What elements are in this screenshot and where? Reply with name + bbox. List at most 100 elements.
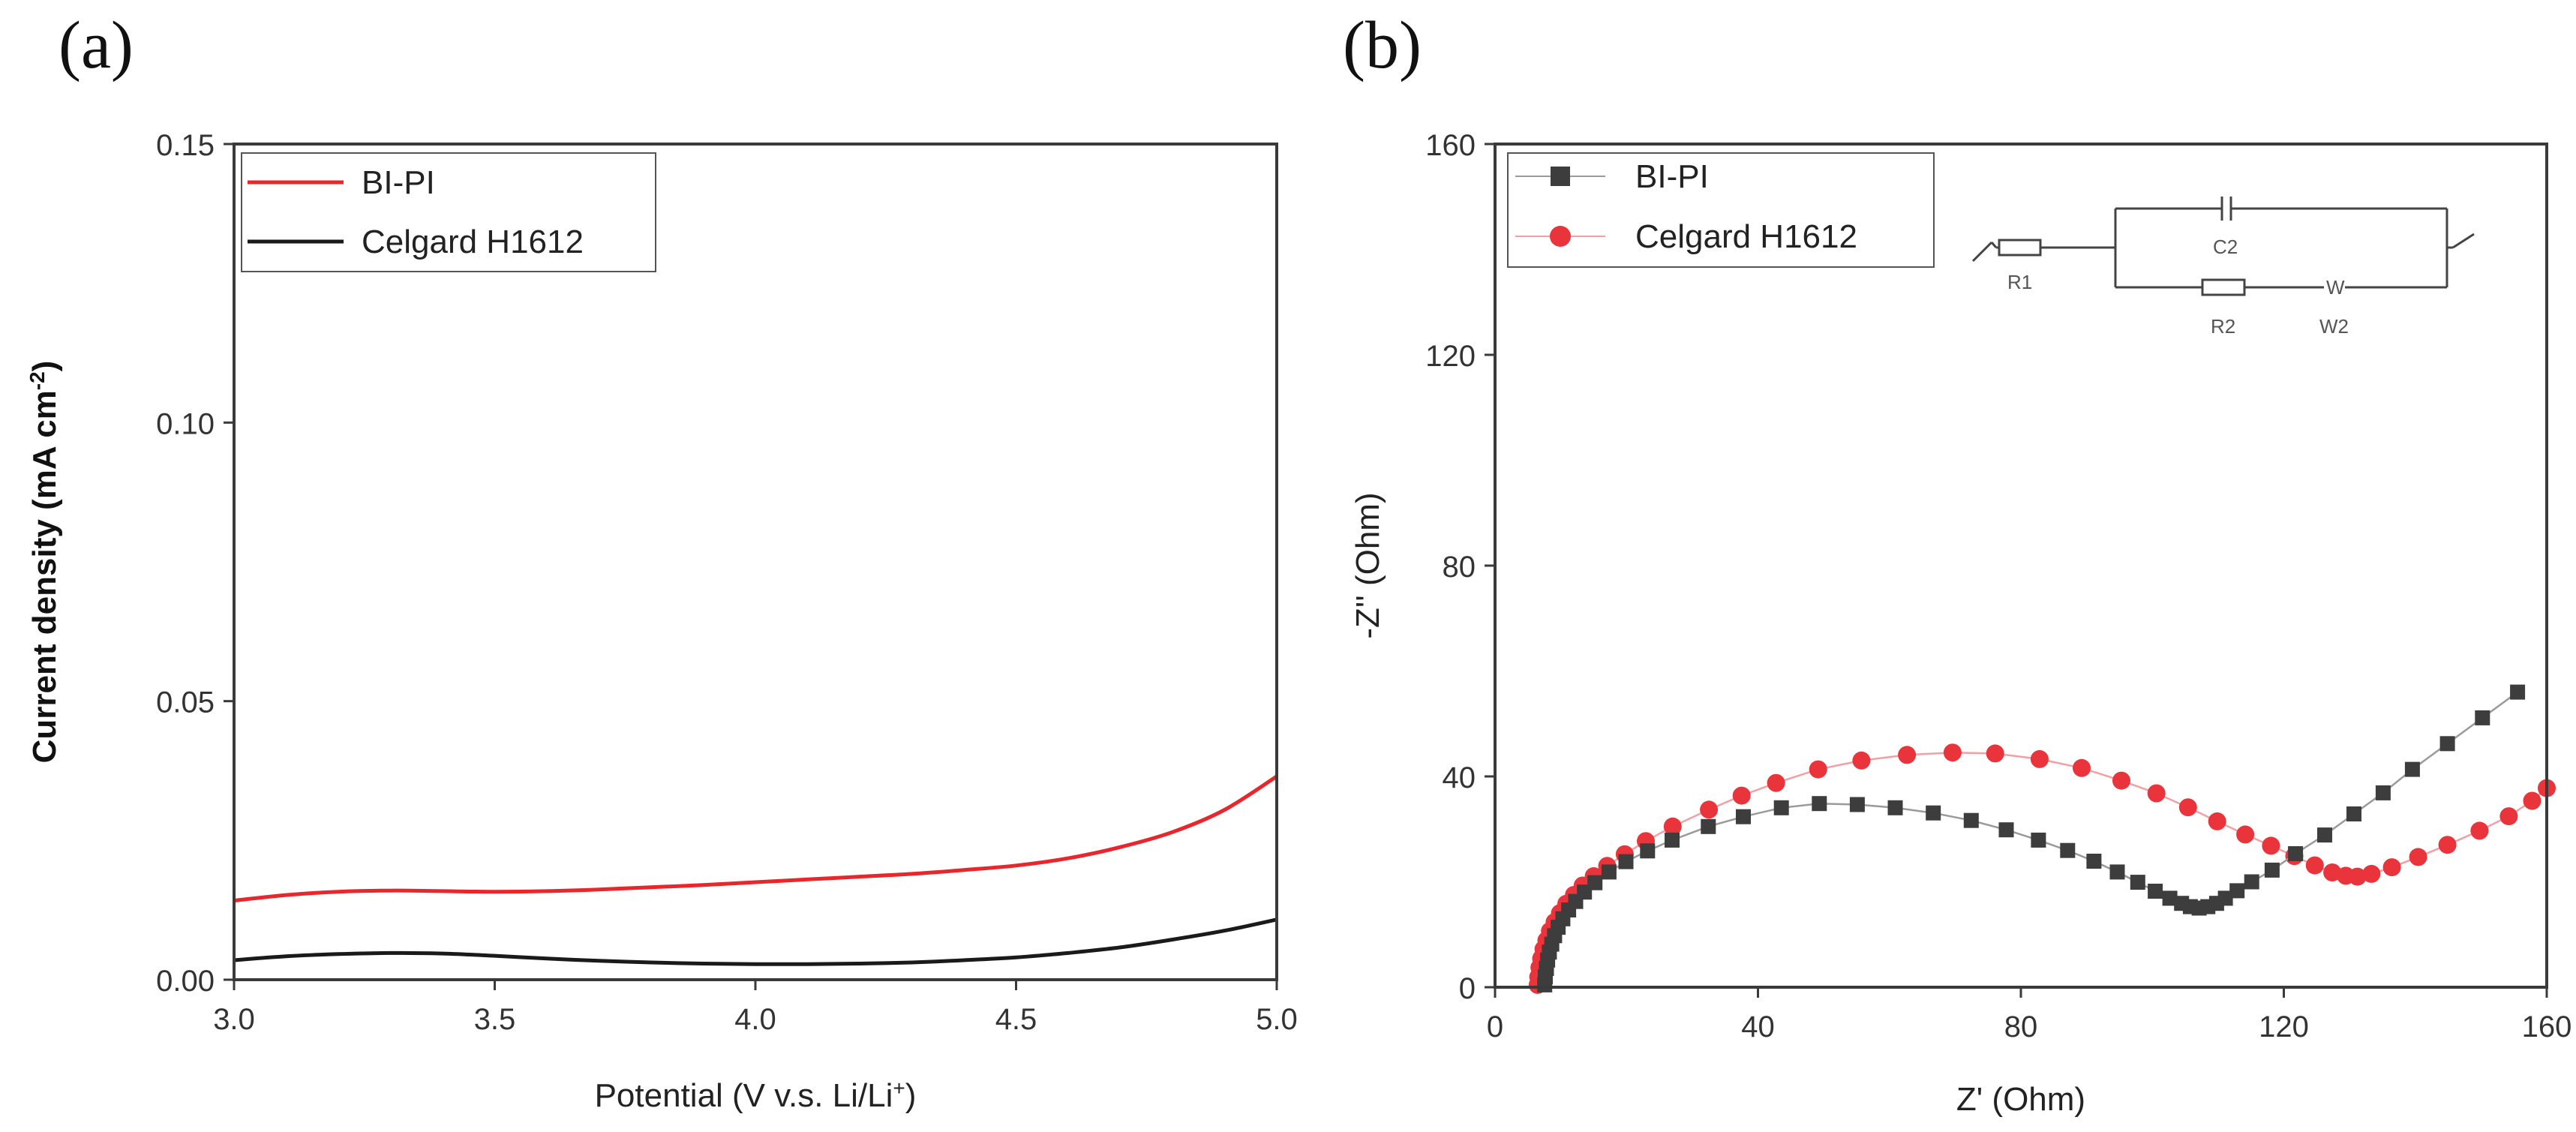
panel-b-legend-box bbox=[1507, 152, 1935, 268]
data-point-celgard-h1612 bbox=[1700, 800, 1719, 819]
resistor-r1-symbol bbox=[1998, 239, 2042, 257]
circuit-lead-right bbox=[2452, 233, 2475, 249]
panel-a-x-tick-label: 4.5 bbox=[995, 1003, 1037, 1036]
data-point-bi-pi bbox=[2031, 832, 2046, 848]
panel-a-x-tick-label: 3.0 bbox=[213, 1003, 255, 1036]
data-point-celgard-h1612 bbox=[2523, 791, 2541, 810]
panel-b-x-tick-label: 40 bbox=[1741, 1010, 1775, 1043]
data-point-bi-pi bbox=[1736, 809, 1751, 824]
data-point-bi-pi bbox=[2346, 806, 2361, 821]
circuit-labels: R1 C2 R2 W W2 bbox=[2007, 236, 2349, 338]
panel-a-x-tick-label: 5.0 bbox=[1256, 1003, 1298, 1036]
legend-marker-square bbox=[1551, 167, 1570, 186]
panel-b-y-tick-label: 0 bbox=[1459, 972, 1476, 1005]
equivalent-circuit-diagram bbox=[1971, 197, 2475, 296]
data-point-bi-pi bbox=[2475, 710, 2490, 725]
data-point-celgard-h1612 bbox=[2236, 825, 2255, 844]
data-point-bi-pi bbox=[2148, 884, 2163, 899]
panel-a-x-axis-label: Potential (V v.s. Li/Li+) bbox=[595, 1076, 917, 1115]
circuit-lead-left bbox=[1971, 241, 1993, 263]
panel-b-x-tick-label: 120 bbox=[2259, 1010, 2309, 1043]
data-point-celgard-h1612 bbox=[2409, 848, 2427, 866]
panel-b-y-tick-label: 120 bbox=[1425, 340, 1476, 373]
panel-a-axis-ticks: 3.0 3.5 4.0 4.5 5.0 0.00 0.05 0.10 0.15 bbox=[156, 129, 1298, 1036]
panel-b-series bbox=[1528, 684, 2556, 994]
data-point-bi-pi bbox=[1963, 812, 1979, 828]
legend-label-bi-pi: BI-PI bbox=[1635, 158, 1709, 195]
data-point-bi-pi bbox=[2317, 827, 2332, 843]
resistor-r2-symbol bbox=[2201, 278, 2246, 296]
data-point-celgard-h1612 bbox=[1732, 786, 1751, 805]
panel-b-y-tick-label: 40 bbox=[1443, 761, 1476, 794]
data-point-celgard-h1612 bbox=[1986, 744, 2004, 763]
data-point-celgard-h1612 bbox=[2438, 836, 2457, 854]
data-point-bi-pi bbox=[2264, 862, 2280, 878]
data-point-bi-pi bbox=[2130, 875, 2145, 890]
panel-a-label: (a) bbox=[59, 8, 134, 83]
panel-a-y-tick-label: 0.10 bbox=[156, 407, 215, 440]
data-point-celgard-h1612 bbox=[2030, 749, 2049, 768]
circuit-label-w2: W2 bbox=[2319, 315, 2349, 338]
data-point-celgard-h1612 bbox=[1663, 817, 1682, 836]
panel-b-y-tick-label: 160 bbox=[1425, 129, 1476, 162]
panel-b-x-tick-label: 160 bbox=[2522, 1010, 2572, 1043]
data-point-bi-pi bbox=[2288, 846, 2304, 861]
data-point-bi-pi bbox=[2086, 854, 2102, 869]
panel-b-x-tick-label: 80 bbox=[2004, 1010, 2038, 1043]
panel-b-y-axis-label: -Z'' (Ohm) bbox=[1350, 492, 1386, 638]
data-point-bi-pi bbox=[1887, 800, 1903, 815]
series-line-celgard-h1612 bbox=[233, 917, 1277, 966]
panel-b-x-axis-label: Z' (Ohm) bbox=[1956, 1081, 2085, 1118]
panel-a-legend: BI-PI Celgard H1612 bbox=[241, 152, 656, 272]
legend-label-bi-pi: BI-PI bbox=[362, 164, 435, 201]
data-point-celgard-h1612 bbox=[2323, 863, 2342, 881]
data-point-celgard-h1612 bbox=[2262, 836, 2280, 855]
data-point-bi-pi bbox=[1998, 822, 2014, 838]
legend-marker-circle bbox=[1550, 226, 1571, 247]
circuit-label-w: W bbox=[2326, 276, 2345, 299]
circuit-label-r1: R1 bbox=[2007, 271, 2032, 293]
panel-a: (a) 3.0 3.5 4.0 4.5 5.0 0.00 0.05 0.10 0.15 Pote… bbox=[26, 8, 1298, 1114]
data-point-bi-pi bbox=[2109, 864, 2125, 880]
data-point-celgard-h1612 bbox=[1943, 743, 1962, 762]
data-point-bi-pi bbox=[2375, 785, 2391, 800]
legend-label-celgard: Celgard H1612 bbox=[1635, 218, 1857, 255]
data-point-bi-pi bbox=[1601, 864, 1617, 880]
data-point-celgard-h1612 bbox=[2305, 856, 2324, 875]
data-point-bi-pi bbox=[2244, 874, 2259, 890]
data-point-bi-pi bbox=[2439, 736, 2455, 752]
panel-b: (b) 0 40 80 120 160 0 40 80 120 160 Z' (Ohm) -Z''… bbox=[1343, 8, 2571, 1118]
data-point-bi-pi bbox=[2510, 684, 2526, 700]
data-point-bi-pi bbox=[1640, 843, 1656, 859]
data-point-celgard-h1612 bbox=[2382, 858, 2401, 877]
data-point-celgard-h1612 bbox=[2362, 864, 2381, 883]
circuit-label-c2: C2 bbox=[2213, 236, 2238, 258]
data-point-celgard-h1612 bbox=[2112, 771, 2130, 790]
panel-b-legend: BI-PI Celgard H1612 bbox=[1507, 152, 1935, 268]
data-point-celgard-h1612 bbox=[2147, 784, 2166, 803]
panel-a-x-tick-label: 3.5 bbox=[474, 1003, 516, 1036]
panel-a-series bbox=[233, 774, 1278, 966]
data-point-bi-pi bbox=[2060, 842, 2076, 858]
data-point-celgard-h1612 bbox=[1852, 751, 1871, 770]
circuit-label-r2: R2 bbox=[2211, 315, 2235, 338]
data-point-bi-pi bbox=[1665, 832, 1680, 848]
data-point-bi-pi bbox=[2404, 761, 2420, 777]
data-point-bi-pi bbox=[2229, 883, 2245, 899]
data-point-celgard-h1612 bbox=[2178, 798, 2197, 817]
data-point-bi-pi bbox=[1926, 805, 1941, 821]
panel-b-x-tick-label: 0 bbox=[1487, 1010, 1503, 1043]
panel-a-x-tick-label: 4.0 bbox=[734, 1003, 776, 1036]
series-line-bi-pi bbox=[233, 774, 1278, 902]
data-point-bi-pi bbox=[2217, 890, 2233, 906]
data-point-celgard-h1612 bbox=[2470, 821, 2489, 840]
panel-a-y-tick-label: 0.05 bbox=[156, 686, 215, 719]
data-point-bi-pi bbox=[1812, 796, 1827, 812]
data-point-bi-pi bbox=[1849, 797, 1865, 812]
data-point-celgard-h1612 bbox=[1809, 760, 1827, 779]
panel-a-y-axis-label: Current density (mA cm-2) bbox=[26, 361, 64, 764]
panel-b-axis-ticks: 0 40 80 120 160 0 40 80 120 160 bbox=[1425, 129, 2571, 1043]
panel-a-y-tick-label: 0.15 bbox=[156, 129, 215, 162]
data-point-celgard-h1612 bbox=[2499, 807, 2518, 826]
